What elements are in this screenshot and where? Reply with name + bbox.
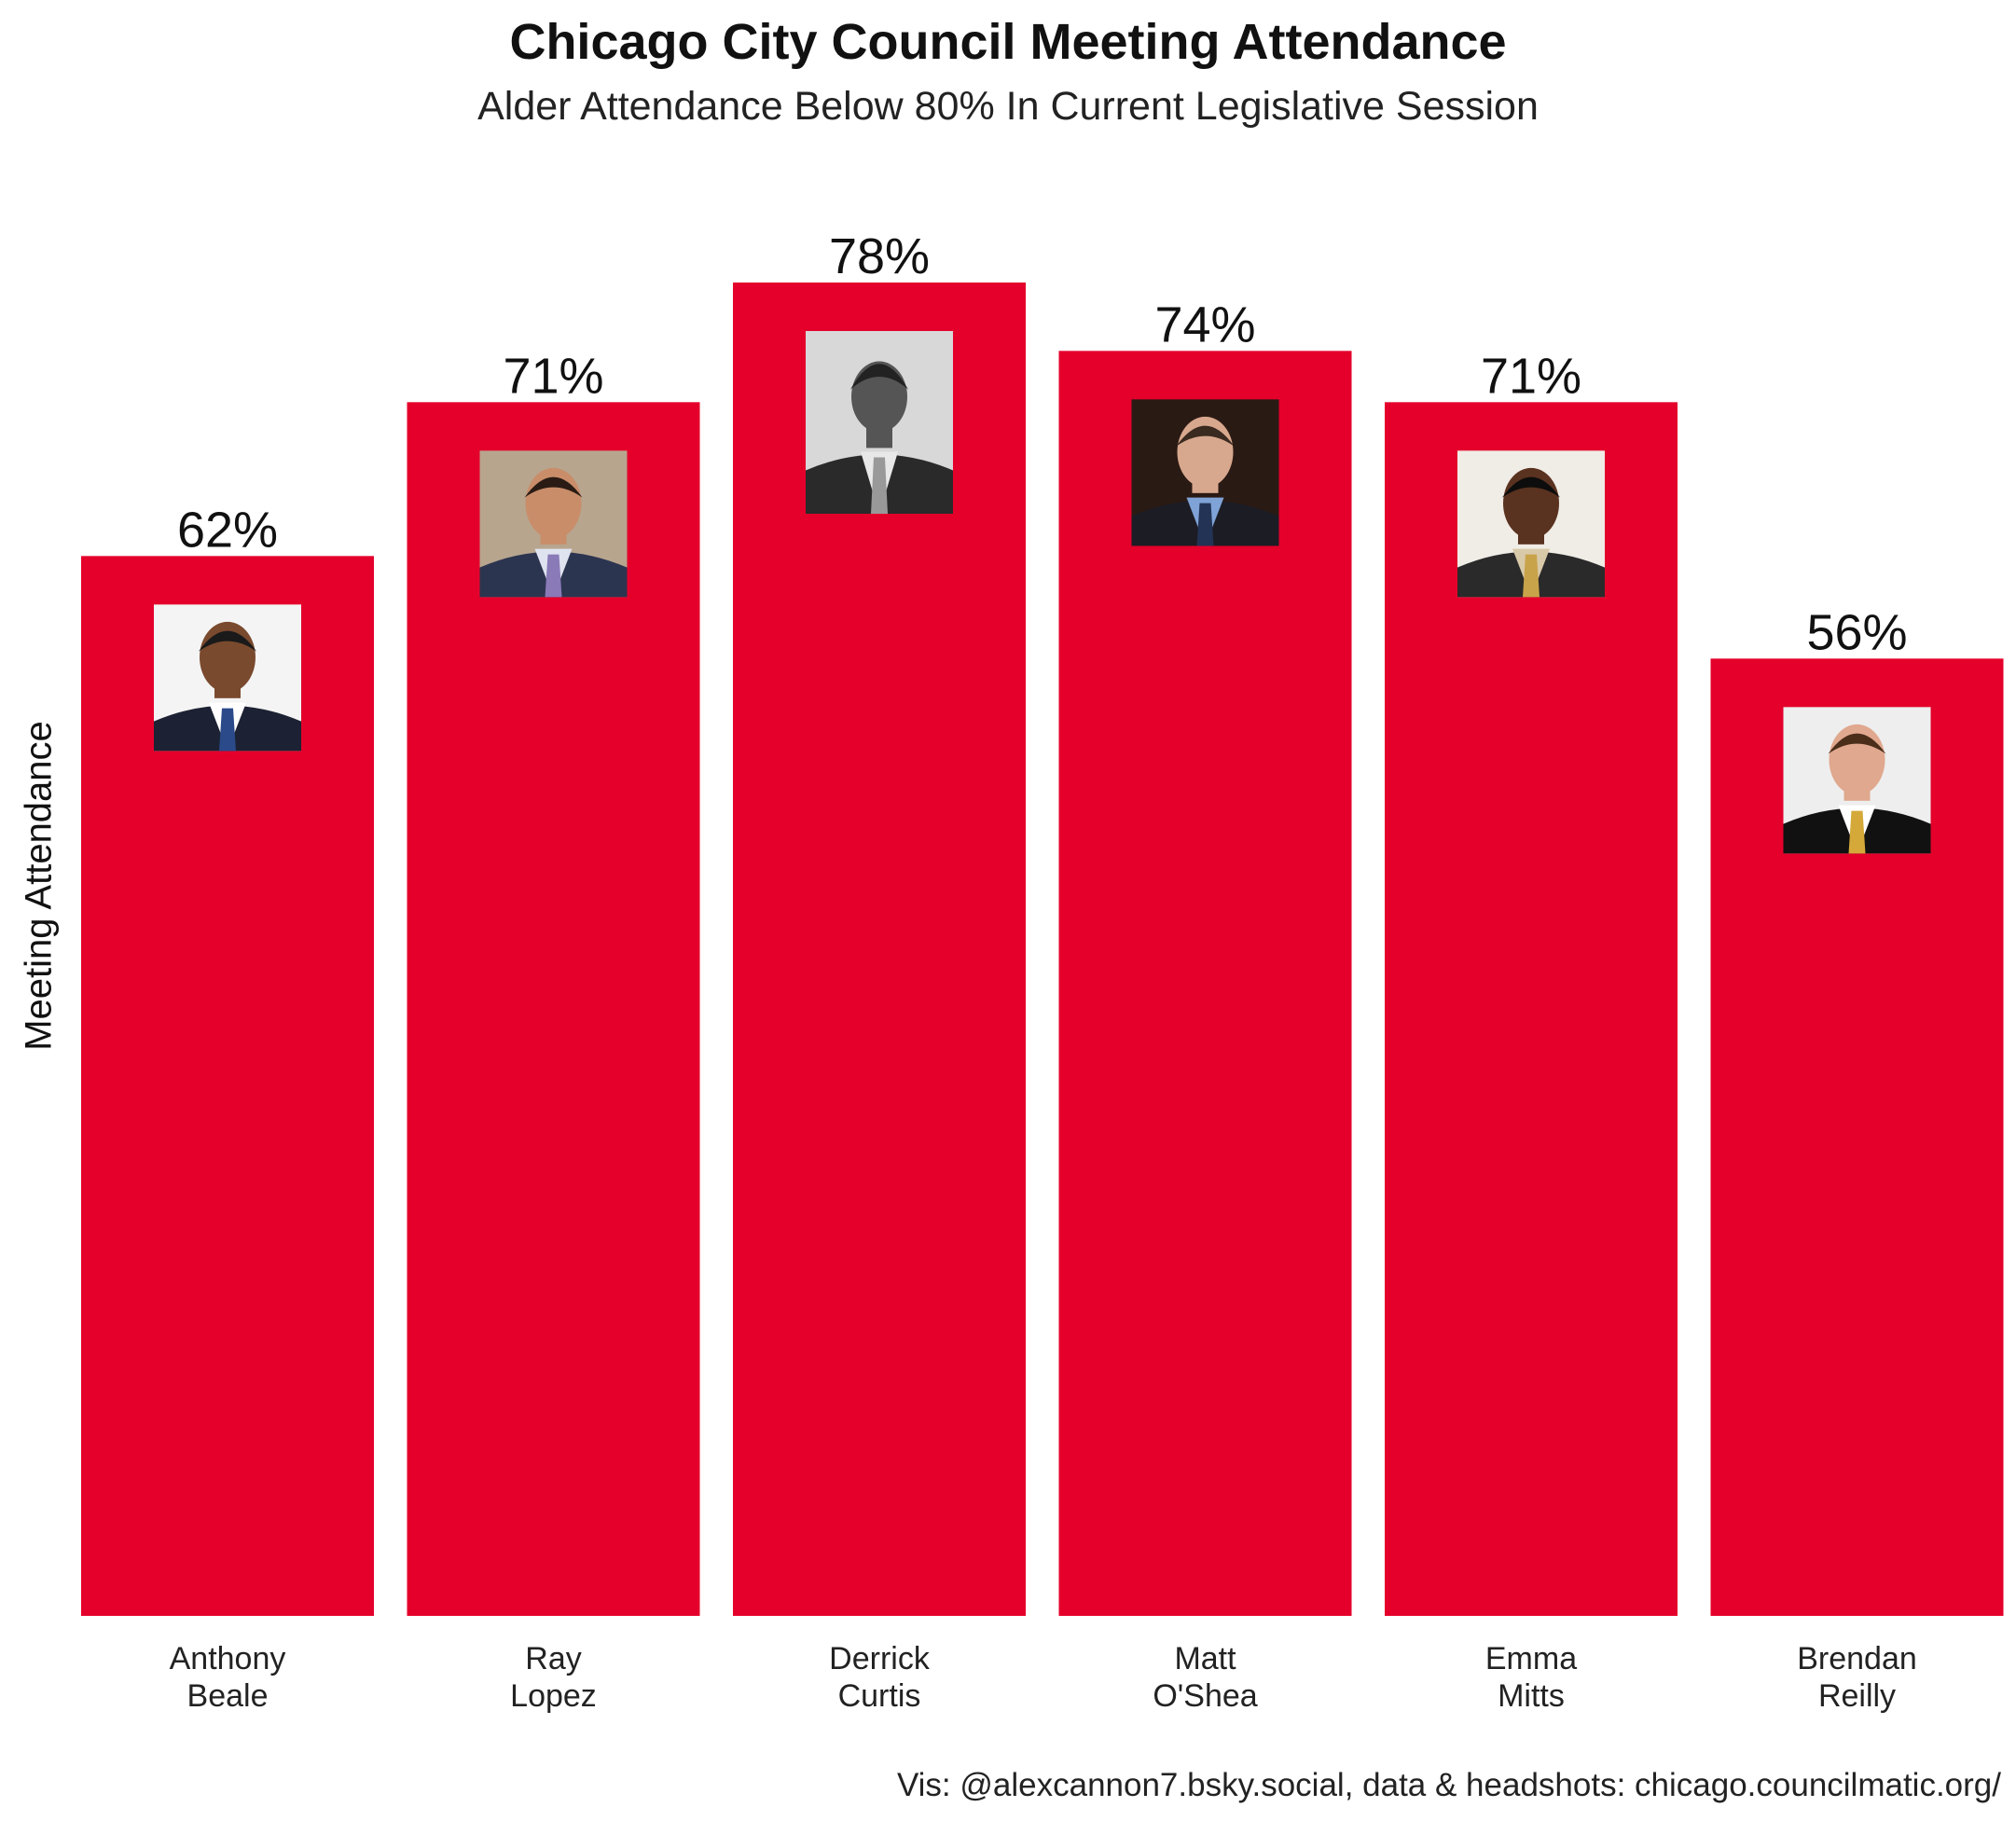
- bar-group-brendan-reilly: 56% Brendan Reilly: [1710, 604, 2004, 1714]
- bar-group-anthony-beale: 62% Anthony Beale: [81, 502, 374, 1714]
- bar-emma-mitts: [1385, 402, 1678, 1616]
- source-caption: Vis: @alexcannon7.bsky.social, data & he…: [896, 1767, 2001, 1803]
- bar-group-ray-lopez: 71% Ray Lopez: [407, 348, 700, 1714]
- headshot-emma-mitts: [1457, 450, 1605, 598]
- bar-matt-o-shea: [1058, 351, 1352, 1616]
- headshot-anthony-beale: [154, 604, 301, 752]
- headshot-derrick-curtis: [806, 331, 953, 514]
- x-tick-emma-mitts: Emma Mitts: [1485, 1641, 1577, 1714]
- headshot-ray-lopez: [479, 450, 628, 598]
- data-label-matt-o-shea: 74%: [1154, 297, 1255, 352]
- data-label-derrick-curtis: 78%: [829, 228, 930, 284]
- headshot-matt-o-shea: [1131, 399, 1279, 546]
- bar-group-derrick-curtis: 78% Derrick Curtis: [733, 228, 1026, 1714]
- chart-title: Chicago City Council Meeting Attendance: [509, 14, 1507, 70]
- chart-subtitle: Alder Attendance Below 80% In Current Le…: [477, 84, 1539, 129]
- x-tick-matt-o-shea: Matt O'Shea: [1153, 1641, 1257, 1714]
- data-label-brendan-reilly: 56%: [1806, 604, 1907, 660]
- data-label-emma-mitts: 71%: [1481, 348, 1581, 404]
- bar-group-matt-o-shea: 74% Matt O'Shea: [1058, 297, 1352, 1714]
- bar-group-emma-mitts: 71% Emma Mitts: [1385, 348, 1678, 1714]
- data-label-anthony-beale: 62%: [177, 502, 278, 558]
- x-tick-ray-lopez: Ray Lopez: [510, 1641, 597, 1714]
- x-tick-brendan-reilly: Brendan Reilly: [1797, 1641, 1917, 1714]
- data-label-ray-lopez: 71%: [503, 348, 603, 404]
- bar-ray-lopez: [407, 402, 700, 1616]
- headshot-brendan-reilly: [1783, 707, 1931, 854]
- x-tick-anthony-beale: Anthony Beale: [170, 1641, 286, 1714]
- x-tick-derrick-curtis: Derrick Curtis: [829, 1641, 931, 1714]
